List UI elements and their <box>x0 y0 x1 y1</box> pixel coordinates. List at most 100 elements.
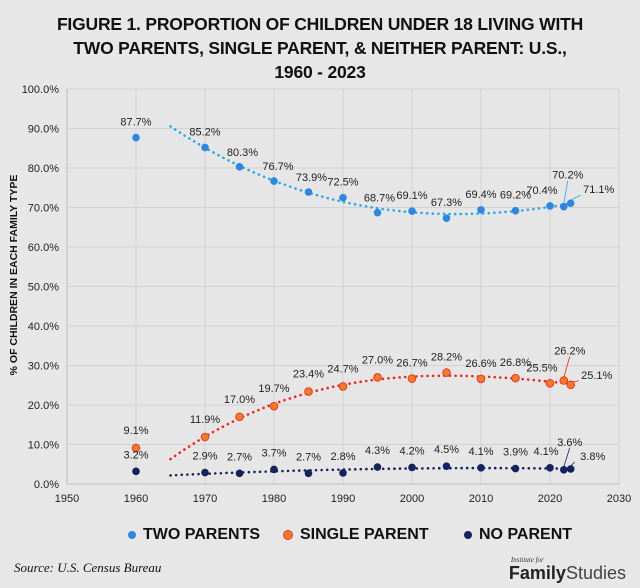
data-label-two-parents: 67.3% <box>431 197 462 209</box>
data-label-single-parent: 25.1% <box>581 370 612 382</box>
y-tick-label: 90.0% <box>28 124 59 136</box>
logo-bold-text: Family <box>508 563 566 583</box>
data-label-two-parents: 70.4% <box>526 185 557 197</box>
data-label-single-parent: 26.6% <box>465 358 496 370</box>
label-leader-single-parent <box>570 380 579 383</box>
data-label-two-parents: 68.7% <box>364 193 395 205</box>
legend: TWO PARENTS SINGLE PARENT NO PARENT <box>0 526 640 550</box>
data-label-single-parent: 25.5% <box>526 362 557 374</box>
data-label-two-parents: 69.1% <box>396 190 427 202</box>
data-point-two-parents <box>339 193 347 202</box>
data-point-no-parent <box>270 465 278 474</box>
x-tick-label: 2020 <box>538 493 562 505</box>
source-note: Source: U.S. Census Bureau <box>14 560 162 575</box>
data-point-two-parents <box>270 177 278 185</box>
data-point-single-parent <box>338 382 348 391</box>
data-point-two-parents <box>566 199 575 207</box>
chart-title: FIGURE 1. PROPORTION OF CHILDREN UNDER 1… <box>0 12 640 84</box>
data-label-single-parent: 23.4% <box>293 369 324 381</box>
data-label-single-parent: 27.0% <box>362 354 393 366</box>
data-label-no-parent: 3.6% <box>557 437 582 449</box>
trendline-two-parents <box>169 125 572 216</box>
data-point-no-parent <box>442 462 451 471</box>
data-label-single-parent: 28.2% <box>431 352 462 364</box>
data-label-single-parent: 19.7% <box>258 383 289 395</box>
legend-label-single-parent: SINGLE PARENT <box>300 526 429 543</box>
data-label-no-parent: 2.7% <box>296 451 321 463</box>
legend-marker-single-parent <box>283 530 293 540</box>
x-tick-label: 1980 <box>262 493 286 505</box>
data-point-two-parents <box>546 202 554 210</box>
data-label-no-parent: 4.3% <box>365 445 390 457</box>
data-label-single-parent: 26.8% <box>500 357 531 369</box>
y-axis-label: % OF CHILDREN IN EACH FAMILY TYPE <box>8 174 20 376</box>
data-point-single-parent <box>511 373 520 383</box>
label-leader-two-parents <box>570 194 581 201</box>
data-label-two-parents: 72.5% <box>327 177 358 189</box>
y-tick-label: 60.0% <box>28 242 59 254</box>
data-label-no-parent: 2.9% <box>192 451 217 463</box>
data-label-no-parent: 4.1% <box>468 446 493 458</box>
data-label-two-parents: 69.4% <box>465 189 496 201</box>
data-point-two-parents <box>442 214 451 222</box>
y-tick-label: 100.0% <box>22 84 60 96</box>
data-point-no-parent <box>511 464 520 473</box>
data-point-two-parents <box>408 207 416 215</box>
x-tick-label: 2010 <box>469 493 493 505</box>
x-tick-label: 1950 <box>55 493 79 505</box>
data-point-two-parents <box>235 163 244 171</box>
x-tick-label: 2030 <box>607 493 631 505</box>
data-point-no-parent <box>201 468 209 477</box>
data-point-two-parents <box>477 206 485 214</box>
label-leader-two-parents <box>563 180 569 204</box>
data-point-two-parents <box>132 133 140 142</box>
legend-item-two-parents[interactable]: TWO PARENTS <box>128 526 260 544</box>
data-label-two-parents: 70.2% <box>552 170 583 182</box>
data-label-two-parents: 69.2% <box>500 190 531 202</box>
legend-item-single-parent[interactable]: SINGLE PARENT <box>283 526 429 544</box>
data-point-two-parents <box>304 188 313 196</box>
logo-light-text: Studies <box>565 563 626 583</box>
data-label-single-parent: 26.7% <box>396 358 427 370</box>
data-point-single-parent <box>304 387 313 396</box>
data-point-no-parent <box>566 465 575 473</box>
y-tick-label: 80.0% <box>28 163 59 175</box>
data-point-single-parent <box>407 374 417 383</box>
data-point-no-parent <box>477 464 485 472</box>
y-tick-label: 50.0% <box>28 282 59 294</box>
legend-marker-two-parents <box>128 531 136 539</box>
data-label-no-parent: 2.7% <box>227 451 252 463</box>
data-point-single-parent <box>200 432 210 442</box>
data-label-single-parent: 26.2% <box>554 346 585 358</box>
x-tick-label: 1970 <box>193 493 217 505</box>
data-point-single-parent <box>476 374 486 384</box>
data-point-no-parent <box>304 469 313 478</box>
legend-label-two-parents: TWO PARENTS <box>143 526 261 543</box>
label-leader-no-parent <box>570 461 575 467</box>
data-point-single-parent <box>269 401 279 411</box>
data-label-no-parent: 4.1% <box>533 446 558 458</box>
chart-plot: 0.0% 10.0% 20.0% 30.0% 40.0% 50.0% 60.0% 70.0% 8… <box>22 84 632 505</box>
data-label-two-parents: 80.3% <box>227 147 258 159</box>
y-tick-label: 0.0% <box>34 479 59 491</box>
y-tick-label: 10.0% <box>28 440 59 452</box>
y-tick-label: 30.0% <box>28 361 59 373</box>
data-point-no-parent <box>235 469 244 478</box>
data-label-two-parents: 73.9% <box>296 172 327 184</box>
data-label-two-parents: 76.7% <box>262 161 293 173</box>
legend-item-no-parent[interactable]: NO PARENT <box>464 526 572 544</box>
data-label-no-parent: 4.5% <box>434 444 459 456</box>
title-line-3: 1960 - 2023 <box>274 62 366 82</box>
data-point-single-parent <box>442 368 451 377</box>
title-line-1: FIGURE 1. PROPORTION OF CHILDREN UNDER 1… <box>56 14 584 34</box>
data-point-single-parent <box>545 378 555 388</box>
data-point-no-parent <box>560 465 568 474</box>
x-tick-label: 2000 <box>400 493 424 505</box>
data-point-two-parents <box>560 202 568 211</box>
data-point-two-parents <box>511 206 520 215</box>
data-label-no-parent: 4.2% <box>399 445 424 457</box>
data-point-single-parent <box>131 443 141 453</box>
legend-marker-no-parent <box>464 531 472 539</box>
logo-small-text: Institute for <box>510 556 544 564</box>
y-tick-label: 40.0% <box>28 321 59 333</box>
